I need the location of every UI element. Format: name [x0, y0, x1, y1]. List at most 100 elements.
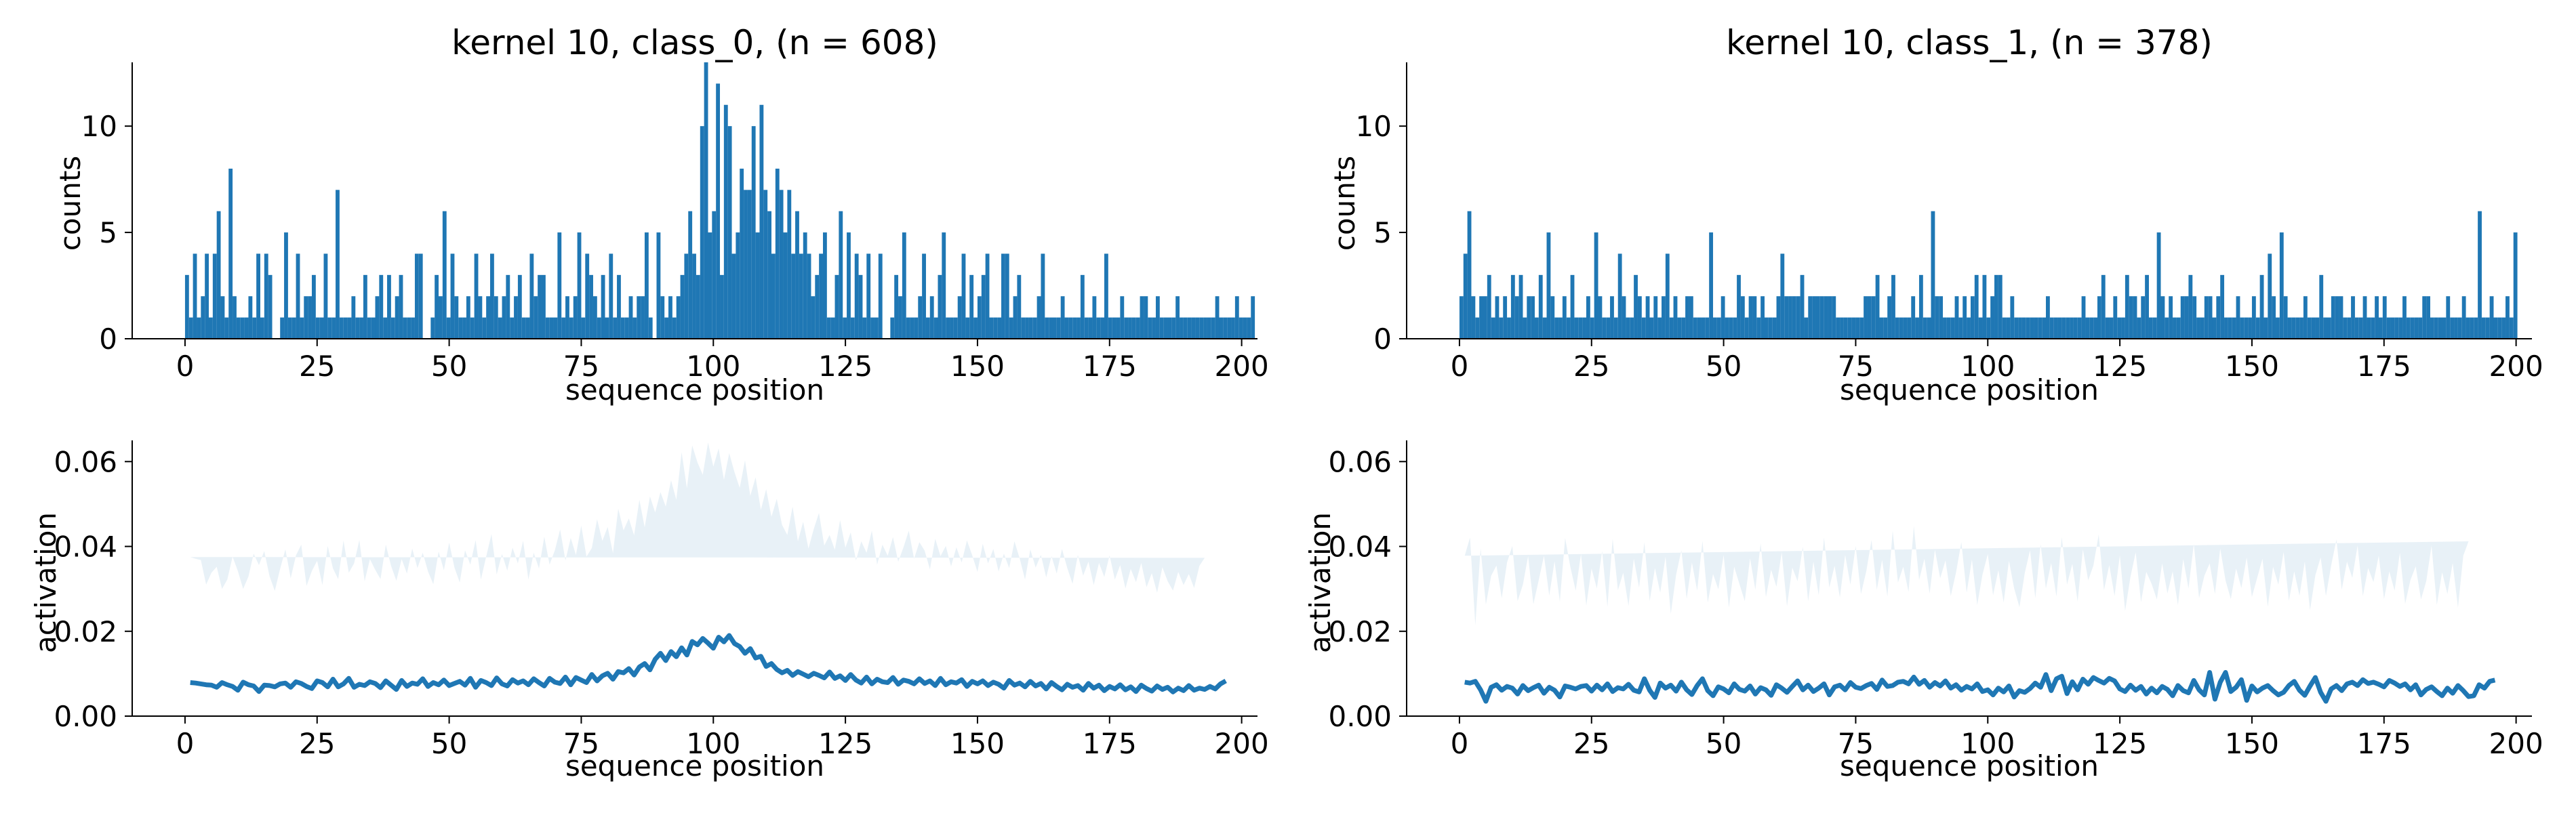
histogram-bar	[826, 317, 831, 339]
histogram-bar	[2422, 296, 2427, 339]
histogram-bar	[720, 274, 724, 339]
plot-area: 0 25 50 75 100 125 150 175 200 0.00 0.02 0.04 0.06	[54, 440, 1269, 760]
histogram-bar	[486, 296, 491, 339]
histogram-bar	[2236, 296, 2240, 339]
histogram-bar	[442, 211, 447, 339]
histogram-bar	[2255, 317, 2260, 339]
histogram-bar	[2259, 274, 2264, 339]
histogram-bar	[268, 274, 273, 339]
histogram-bar	[977, 296, 982, 339]
histogram-bar	[1499, 317, 1504, 339]
histogram-bar	[985, 253, 990, 339]
histogram-bar	[1056, 317, 1061, 339]
histogram-bar	[2002, 317, 2007, 339]
histogram-bar	[676, 296, 681, 339]
histogram-bar	[2192, 296, 2197, 339]
histogram-bar	[902, 232, 906, 339]
histogram-bar	[2176, 317, 2181, 339]
histogram-bar	[2160, 296, 2165, 339]
histogram-bar	[922, 253, 926, 339]
histogram-bar	[1990, 296, 1995, 339]
histogram-bar	[1828, 296, 1832, 339]
histogram-bar	[2228, 317, 2232, 339]
x-tick-label: 100	[686, 727, 740, 760]
histogram-bar	[2263, 317, 2268, 339]
histogram-bar	[2093, 317, 2097, 339]
histogram-bar	[1566, 317, 1571, 339]
histogram-bar	[704, 62, 708, 339]
histogram-bar	[1662, 296, 1666, 339]
histogram-bar	[549, 317, 554, 339]
histogram-bar	[1768, 317, 1773, 339]
histogram-bar	[795, 211, 799, 339]
histogram-bar	[1630, 317, 1634, 339]
histogram-bar	[866, 253, 871, 339]
y-tick-label: 0.06	[54, 445, 117, 478]
histogram-bar	[933, 317, 938, 339]
histogram-bar	[311, 274, 316, 339]
histogram-bar	[1935, 296, 1939, 339]
histogram-bar	[1041, 253, 1045, 339]
histogram-bar	[375, 296, 380, 339]
histogram-bar	[1084, 317, 1089, 339]
histogram-bar	[1689, 296, 1693, 339]
histogram-bar	[399, 274, 403, 339]
histogram-bar	[1891, 274, 1895, 339]
histogram-bar	[1733, 317, 1737, 339]
histogram-bar	[1634, 274, 1638, 339]
histogram-bar	[723, 104, 728, 339]
histogram-bar	[1772, 317, 1777, 339]
histogram-bar	[1247, 317, 1251, 339]
histogram-bar	[1737, 274, 1741, 339]
histogram-bar	[2406, 317, 2411, 339]
histogram-bar	[260, 317, 264, 339]
y-axis-label: counts	[1328, 156, 1361, 251]
histogram-bar	[1100, 317, 1104, 339]
histogram-bar	[2513, 232, 2518, 339]
histogram-bar	[839, 211, 843, 339]
histogram-bar	[2461, 296, 2466, 339]
histogram-bar	[2169, 296, 2173, 339]
x-tick-label: 125	[818, 727, 872, 760]
chart-title: kernel 10, class_0, (n = 608)	[451, 23, 938, 62]
histogram-bar	[287, 317, 292, 339]
histogram-bar	[494, 296, 498, 339]
x-tick-label: 25	[299, 350, 335, 383]
histogram-bar	[1586, 296, 1590, 339]
histogram-bar	[1140, 296, 1144, 339]
histogram-bar	[2347, 317, 2352, 339]
histogram-bar	[1463, 253, 1468, 339]
histogram-bar	[1808, 296, 1813, 339]
histogram-bar	[1626, 317, 1630, 339]
histogram-bar	[1124, 317, 1129, 339]
histogram-bar	[220, 296, 225, 339]
x-tick-label: 50	[431, 350, 467, 383]
histogram-bar	[224, 317, 229, 339]
y-tick-label: 0.04	[54, 530, 117, 564]
activation-range-band	[190, 442, 1205, 593]
activation-range-band	[1464, 526, 2469, 625]
y-axis-label: activation	[1304, 512, 1337, 653]
histogram-bar	[2010, 296, 2015, 339]
histogram-bar	[1028, 317, 1033, 339]
histogram-bar	[1251, 296, 1255, 339]
histogram-bar	[2109, 317, 2114, 339]
histogram-bar	[2133, 296, 2137, 339]
histogram-bar	[2101, 274, 2106, 339]
histogram-bar	[1578, 317, 1583, 339]
histogram-bar	[1104, 253, 1108, 339]
histogram-bar	[1792, 296, 1796, 339]
histogram-bar	[2125, 274, 2129, 339]
histogram-bar	[2489, 296, 2494, 339]
histogram-bar	[308, 296, 312, 339]
histogram-bar	[811, 296, 816, 339]
histogram-bar	[339, 317, 344, 339]
histogram-bar	[2268, 253, 2272, 339]
histogram-bar	[854, 253, 859, 339]
histogram-bar	[1907, 317, 1912, 339]
histogram-bar	[2113, 296, 2118, 339]
histogram-bar	[1025, 317, 1029, 339]
histogram-bar	[1978, 317, 1983, 339]
histogram-bar	[2077, 317, 2082, 339]
histogram-bar	[2315, 317, 2320, 339]
